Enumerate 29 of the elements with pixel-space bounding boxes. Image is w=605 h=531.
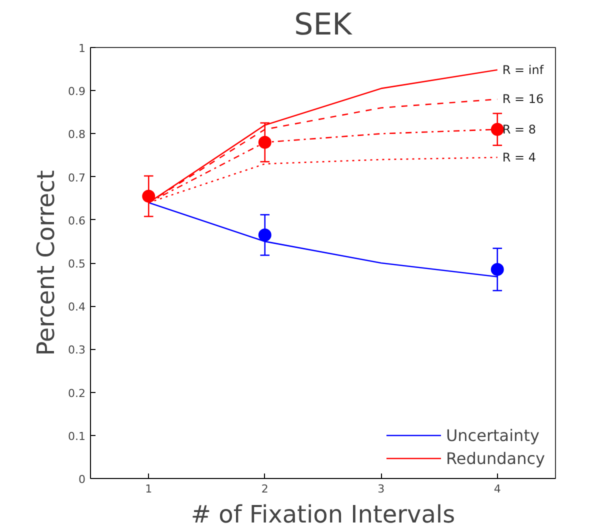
y-axis-title: Percent Correct [32, 170, 60, 356]
legend-label: Uncertainty [446, 426, 540, 444]
series-label: R = 16 [502, 92, 544, 106]
y-tick-label: 0.8 [68, 128, 86, 142]
point [142, 190, 156, 203]
y-tick-label: 0 [78, 473, 86, 486]
y-tick-label: 0.5 [68, 258, 86, 270]
y-tick-label: 1 [78, 42, 86, 55]
x-axis-title: # of Fixation Intervals [190, 500, 456, 528]
x-tick-label: 3 [378, 482, 385, 496]
y-tick-label: 0.9 [68, 85, 86, 98]
series-label: R = 8 [502, 122, 536, 136]
y-tick-label: 0.1 [68, 430, 86, 443]
x-tick-label: 4 [494, 482, 501, 496]
point [258, 136, 272, 149]
x-tick-label: 2 [261, 482, 268, 496]
chart-title: SEK [294, 8, 354, 42]
y-tick-label: 0.6 [68, 214, 86, 228]
series-label: R = 4 [502, 150, 536, 164]
point [258, 228, 272, 242]
y-tick-label: 0.4 [68, 300, 86, 314]
x-tick-label: 1 [145, 482, 152, 496]
y-tick-label: 0.2 [68, 386, 86, 400]
y-tick-label: 0.3 [68, 344, 86, 357]
y-tick-label: 0.7 [68, 171, 86, 184]
legend-label: Redundancy [446, 448, 545, 468]
point [490, 262, 504, 276]
point [490, 122, 504, 136]
series-label: R = inf [502, 62, 544, 77]
